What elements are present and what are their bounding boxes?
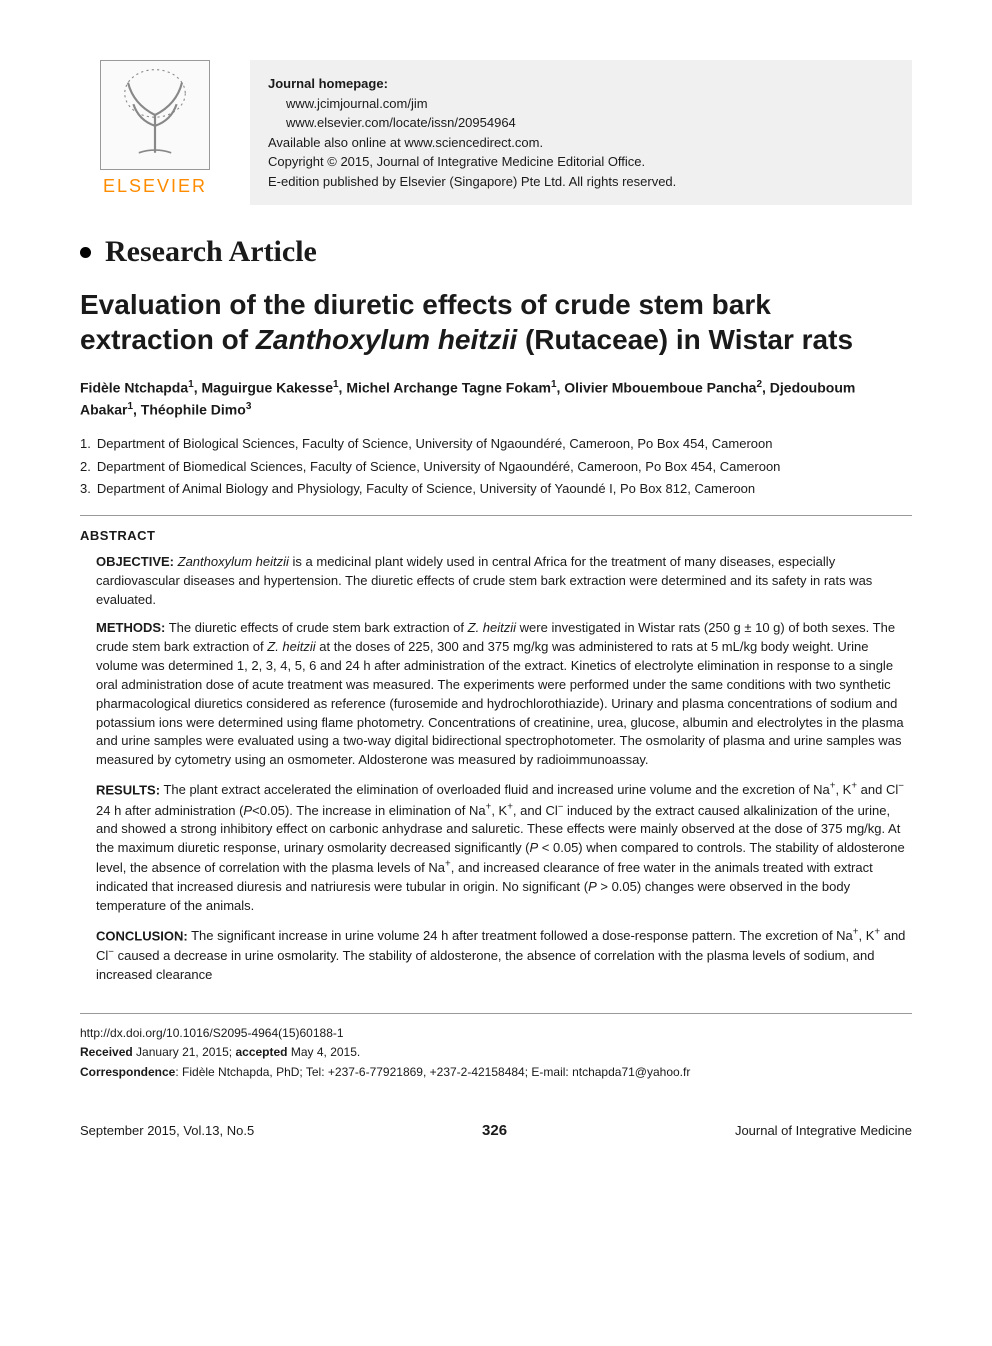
affiliation-number: 1. [80, 434, 91, 454]
conclusion-label: CONCLUSION: [96, 928, 188, 943]
accepted-label: accepted [235, 1045, 287, 1059]
page-footer: September 2015, Vol.13, No.5 326 Journal… [80, 1122, 912, 1139]
elsevier-tree-icon [100, 60, 210, 170]
homepage-label: Journal homepage: [268, 76, 388, 91]
journal-info-box: Journal homepage: www.jcimjournal.com/ji… [250, 60, 912, 205]
methods-label: METHODS: [96, 620, 165, 635]
abstract-conclusion: CONCLUSION: The significant increase in … [96, 926, 912, 985]
footer-left: September 2015, Vol.13, No.5 [80, 1123, 254, 1138]
results-text: The plant extract accelerated the elimin… [96, 782, 905, 913]
page-number: 326 [482, 1122, 507, 1139]
affiliation-item: 1. Department of Biological Sciences, Fa… [80, 434, 912, 454]
article-type-text: Research Article [105, 235, 317, 269]
objective-label: OBJECTIVE: [96, 554, 174, 569]
affiliation-text: Department of Biological Sciences, Facul… [97, 434, 773, 454]
received-label: Received [80, 1045, 133, 1059]
header-block: ELSEVIER Journal homepage: www.jcimjourn… [80, 60, 912, 205]
edition-line: E-edition published by Elsevier (Singapo… [268, 172, 894, 192]
abstract-body: OBJECTIVE: Zanthoxylum heitzii is a medi… [80, 553, 912, 985]
doi-line: http://dx.doi.org/10.1016/S2095-4964(15)… [80, 1024, 912, 1043]
affiliation-number: 2. [80, 457, 91, 477]
correspondence-line: Correspondence: Fidèle Ntchapda, PhD; Te… [80, 1063, 912, 1082]
objective-text: Zanthoxylum heitzii is a medicinal plant… [96, 554, 872, 607]
abstract-label: ABSTRACT [80, 528, 912, 543]
results-label: RESULTS: [96, 782, 160, 797]
journal-url-2: www.elsevier.com/locate/issn/20954964 [286, 113, 894, 133]
divider [80, 515, 912, 516]
affiliation-item: 3. Department of Animal Biology and Phys… [80, 479, 912, 499]
article-footer: http://dx.doi.org/10.1016/S2095-4964(15)… [80, 1013, 912, 1082]
affiliation-text: Department of Biomedical Sciences, Facul… [97, 457, 781, 477]
methods-text: The diuretic effects of crude stem bark … [96, 620, 904, 767]
article-type: Research Article [80, 235, 912, 269]
accepted-date: May 4, 2015. [291, 1045, 360, 1059]
bullet-icon [80, 247, 91, 258]
correspondence-label: Correspondence [80, 1065, 175, 1079]
copyright-line: Copyright © 2015, Journal of Integrative… [268, 152, 894, 172]
received-date: January 21, 2015; [136, 1045, 232, 1059]
abstract-objective: OBJECTIVE: Zanthoxylum heitzii is a medi… [96, 553, 912, 610]
abstract-results: RESULTS: The plant extract accelerated t… [96, 780, 912, 916]
publisher-name: ELSEVIER [80, 176, 230, 197]
article-title: Evaluation of the diuretic effects of cr… [80, 287, 912, 357]
affiliations-list: 1. Department of Biological Sciences, Fa… [80, 434, 912, 499]
correspondence-text: : Fidèle Ntchapda, PhD; Tel: +237-6-7792… [175, 1065, 690, 1079]
authors-list: Fidèle Ntchapda1, Maguirgue Kakesse1, Mi… [80, 377, 912, 420]
title-post: (Rutaceae) in Wistar rats [517, 324, 853, 355]
available-line: Available also online at www.sciencedire… [268, 133, 894, 153]
conclusion-text: The significant increase in urine volume… [96, 928, 905, 982]
title-italic: Zanthoxylum heitzii [256, 324, 517, 355]
journal-url-1: www.jcimjournal.com/jim [286, 94, 894, 114]
affiliation-number: 3. [80, 479, 91, 499]
dates-line: Received January 21, 2015; accepted May … [80, 1043, 912, 1062]
affiliation-item: 2. Department of Biomedical Sciences, Fa… [80, 457, 912, 477]
publisher-logo: ELSEVIER [80, 60, 230, 205]
affiliation-text: Department of Animal Biology and Physiol… [97, 479, 755, 499]
footer-right: Journal of Integrative Medicine [735, 1123, 912, 1138]
abstract-methods: METHODS: The diuretic effects of crude s… [96, 619, 912, 770]
